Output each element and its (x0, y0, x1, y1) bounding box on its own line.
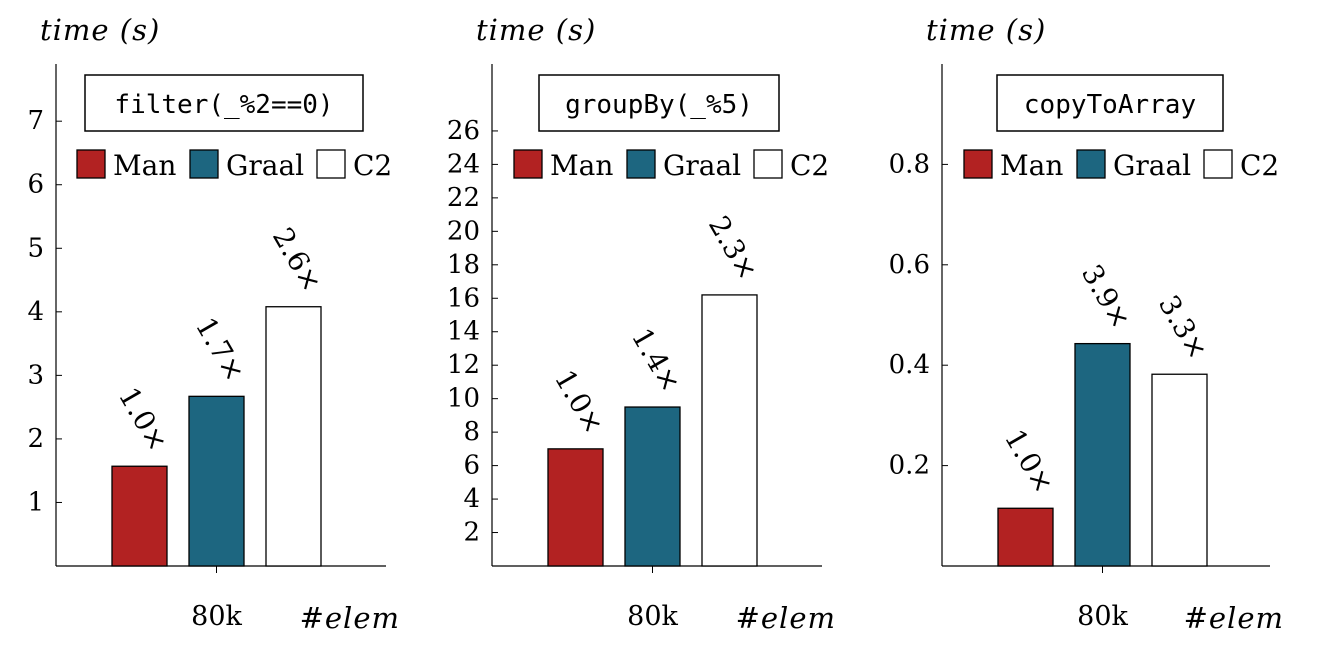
legend-label-c2: C2 (790, 149, 829, 182)
y-tick-label: 26 (447, 116, 480, 146)
chart-title: groupBy(_%5) (565, 90, 753, 120)
y-tick-label: 2 (463, 518, 480, 548)
y-tick-label: 20 (447, 216, 480, 246)
x-axis-label: #elem (300, 601, 400, 635)
legend-swatch-c2 (316, 149, 346, 179)
data-label-graal: 3.9× (1075, 259, 1138, 334)
bar-man (547, 448, 604, 567)
data-label-graal: 1.7× (189, 312, 252, 387)
x-axis-label: #elem (736, 601, 836, 635)
y-tick-label: 16 (447, 283, 480, 313)
bar-c2 (1151, 373, 1208, 567)
legend-swatch-graal (189, 149, 219, 179)
legend-label-graal: Graal (663, 149, 741, 182)
data-label-graal: 1.4× (625, 322, 688, 397)
legend-swatch-man (76, 149, 106, 179)
data-label-c2: 2.6× (266, 222, 329, 297)
y-tick-label: 12 (447, 350, 480, 380)
x-tick-label: 80k (627, 601, 678, 632)
y-tick-label: 5 (27, 233, 44, 263)
legend-label-man: Man (113, 149, 176, 182)
legend-label-c2: C2 (353, 149, 392, 182)
y-tick-label: 0.8 (889, 149, 930, 179)
chart-title: copyToArray (1024, 90, 1196, 120)
legend-label-man: Man (550, 149, 613, 182)
y-tick-label: 6 (463, 451, 480, 481)
x-tick-label: 80k (191, 601, 242, 632)
bar-c2 (701, 294, 758, 567)
legend-swatch-c2 (753, 149, 783, 179)
y-tick-label: 4 (463, 484, 480, 514)
chart-title-box (538, 74, 780, 132)
y-tick-label: 0.4 (889, 350, 930, 380)
bar-graal (188, 395, 245, 567)
x-axis-label: #elem (1184, 601, 1284, 635)
data-label-man: 1.0× (112, 382, 175, 457)
bar-man (997, 507, 1054, 567)
data-label-c2: 3.3× (1152, 290, 1215, 365)
y-axis-label: time (s) (40, 13, 160, 47)
y-tick-label: 24 (447, 149, 480, 179)
y-tick-label: 1 (27, 487, 44, 517)
legend-swatch-man (963, 149, 993, 179)
legend-label-graal: Graal (1113, 149, 1191, 182)
data-label-man: 1.0× (998, 424, 1061, 499)
x-tick-label: 80k (1077, 601, 1128, 632)
y-tick-label: 22 (447, 183, 480, 213)
y-tick-label: 14 (447, 317, 480, 347)
y-tick-label: 3 (27, 360, 44, 390)
chart-panel-1: time (s) 1 2 3 4 5 6 7 80k #elem filter(_%2==0) Man… (27, 13, 400, 635)
legend-label-man: Man (1000, 149, 1063, 182)
bar-graal (1074, 342, 1131, 567)
legend-label-graal: Graal (226, 149, 304, 182)
y-axis-label: time (s) (476, 13, 596, 47)
chart-title-box (84, 74, 364, 132)
bar-man (111, 465, 168, 567)
chart-panel-3: time (s) 0.2 0.4 0.6 0.8 80k #elem copyToArray M… (889, 13, 1284, 635)
y-tick-label: 0.6 (889, 250, 930, 280)
chart-title: filter(_%2==0) (114, 90, 333, 120)
y-tick-label: 10 (447, 384, 480, 414)
legend-swatch-c2 (1203, 149, 1233, 179)
chart-title-box (996, 74, 1224, 132)
legend-label-c2: C2 (1240, 149, 1279, 182)
data-label-c2: 2.3× (702, 210, 765, 285)
bar-graal (624, 406, 681, 567)
y-tick-label: 8 (463, 417, 480, 447)
legend-swatch-man (513, 149, 543, 179)
y-tick-label: 4 (27, 297, 44, 327)
data-label-man: 1.0× (548, 364, 611, 439)
y-tick-label: 6 (27, 170, 44, 200)
y-tick-label: 18 (447, 250, 480, 280)
y-axis-label: time (s) (926, 13, 1046, 47)
legend-swatch-graal (626, 149, 656, 179)
bar-c2 (265, 306, 322, 567)
y-tick-label: 7 (27, 106, 44, 136)
legend-swatch-graal (1076, 149, 1106, 179)
y-tick-label: 2 (27, 424, 44, 454)
y-tick-label: 0.2 (889, 451, 930, 481)
